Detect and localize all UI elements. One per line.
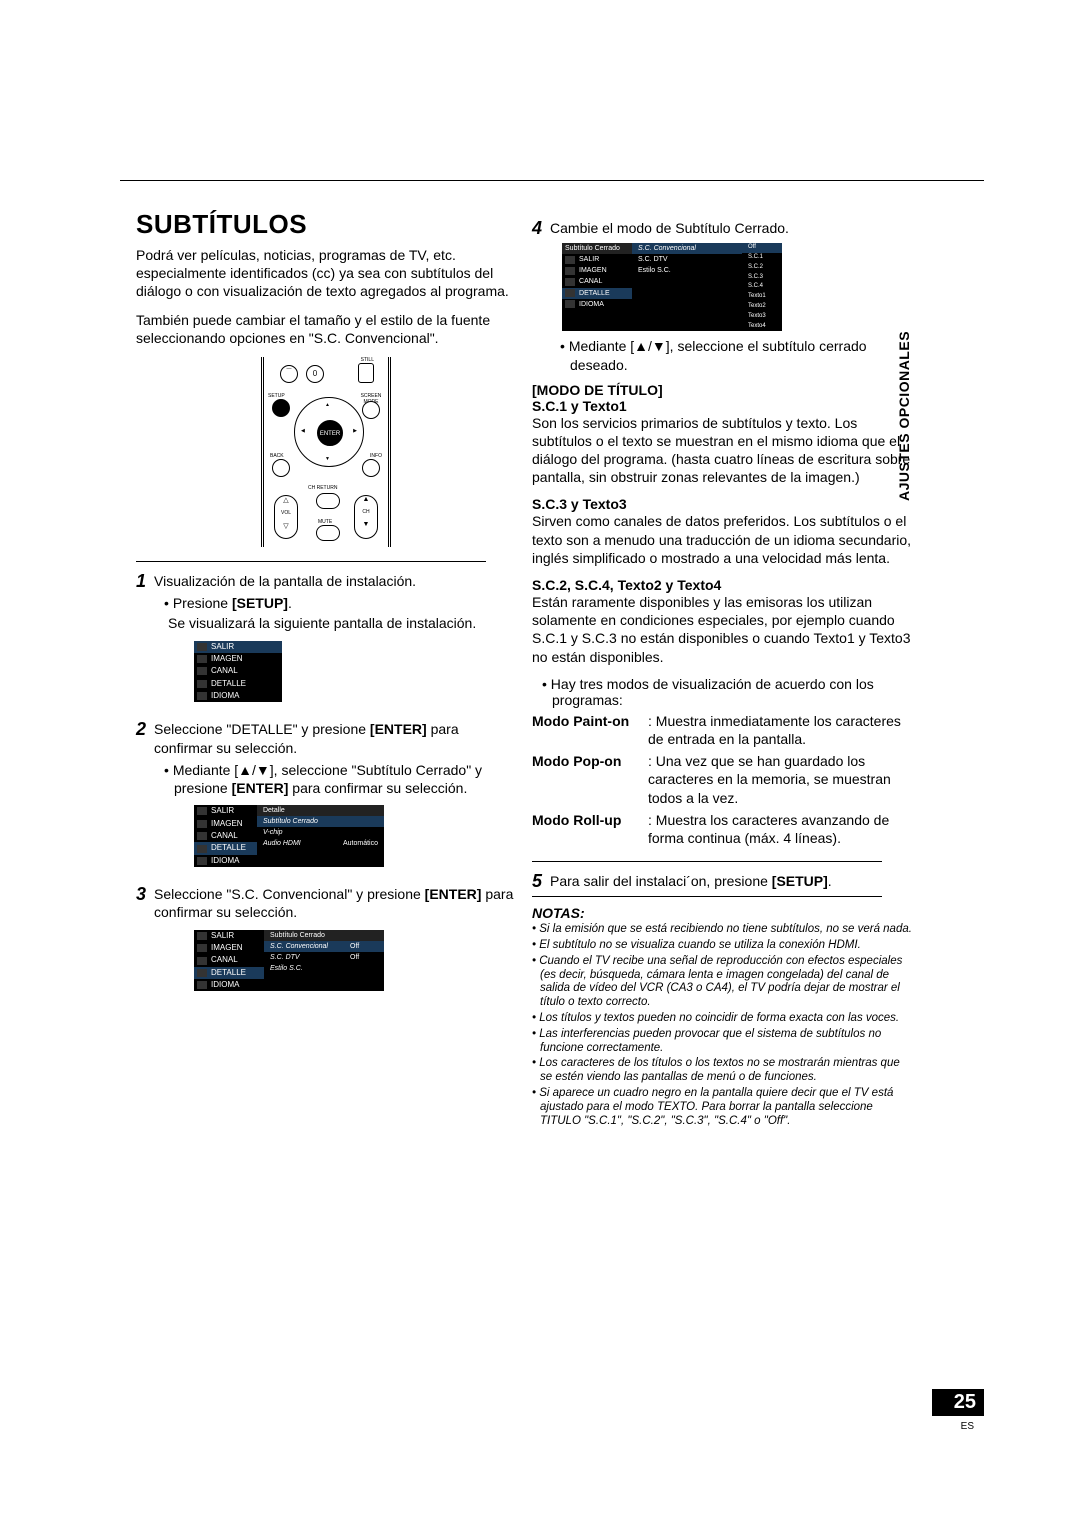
- remote-illustration: — 0 STILL SETUP SCREEN MODE ENTER ▲ ▼ ◀ …: [261, 357, 391, 547]
- remote-btn-screen: [362, 401, 380, 419]
- step2-bullet: Mediante [▲/▼], seleccione "Subtítulo Ce…: [164, 761, 516, 797]
- page-number: 25: [932, 1389, 984, 1416]
- remote-btn-mute: [316, 525, 340, 541]
- step1-sub: Se visualizará la siguiente pantalla de …: [168, 614, 516, 632]
- page-title: SUBTÍTULOS: [136, 209, 516, 240]
- remote-lbl-info: INFO: [370, 453, 382, 459]
- intro-1: Podrá ver películas, noticias, programas…: [136, 246, 516, 301]
- step-2: 2 Seleccione "DETALLE" y presione [ENTER…: [136, 720, 516, 875]
- nota-item: Los caracteres de los títulos o los text…: [532, 1057, 912, 1085]
- notas-heading: NOTAS:: [532, 905, 912, 921]
- remote-lbl-setup: SETUP: [268, 393, 285, 399]
- remote-nav-ring: ENTER ▲ ▼ ◀ ▶: [294, 397, 364, 467]
- right-column: 4 Cambie el modo de Subtítulo Cerrado. S…: [532, 209, 912, 1130]
- intro-2: También puede cambiar el tamaño y el est…: [136, 311, 516, 347]
- nota-item: Si la emisión que se está recibiendo no …: [532, 923, 912, 937]
- separator-r: [532, 861, 882, 862]
- remote-btn-still: [358, 363, 374, 383]
- remote-btn-zero: 0: [306, 365, 324, 383]
- separator: [136, 561, 486, 562]
- nota-item: Cuando el TV recibe una señal de reprodu…: [532, 955, 912, 1010]
- remote-lbl-ch: CH: [355, 509, 377, 515]
- remote-btn-minus: —: [280, 365, 298, 383]
- remote-btn-back: [272, 459, 290, 477]
- menu-setup: SALIR IMAGEN CANAL DETALLE IDIOMA: [194, 641, 282, 703]
- step-number: 1: [136, 572, 146, 711]
- step-number: 2: [136, 720, 146, 875]
- remote-lbl-still: STILL: [361, 357, 374, 363]
- nota-item: Los títulos y textos pueden no coincidir…: [532, 1012, 912, 1026]
- menu-detalle: SALIR IMAGEN CANAL DETALLE IDIOMA Detall…: [194, 805, 384, 867]
- notas-block: NOTAS: Si la emisión que se está recibie…: [532, 905, 912, 1128]
- lang-code: ES: [961, 1421, 974, 1432]
- nota-item: El subtítulo no se visualiza cuando se u…: [532, 939, 912, 953]
- remote-btn-setup: [272, 399, 290, 417]
- page-frame: SUBTÍTULOS Podrá ver películas, noticias…: [120, 180, 984, 1368]
- step-number: 3: [136, 885, 146, 999]
- remote-ch: ▲ CH ▼: [354, 495, 378, 539]
- section-tab: AJUSTES OPCIONALES: [896, 331, 912, 501]
- step-number: 4: [532, 219, 542, 374]
- remote-lbl-chreturn: CH RETURN: [308, 485, 337, 491]
- remote-btn-enter: ENTER: [317, 420, 343, 446]
- step4-bullet: Mediante [▲/▼], seleccione el subtítulo …: [560, 337, 912, 373]
- remote-lbl-vol: VOL: [275, 510, 297, 516]
- modo-titulo: [MODO DE TÍTULO] S.C.1 y Texto1 Son los …: [532, 382, 912, 847]
- step-3: 3 Seleccione "S.C. Convencional" y presi…: [136, 885, 516, 999]
- step-number: 5: [532, 872, 542, 890]
- menu-subcerrado: SALIR IMAGEN CANAL DETALLE IDIOMA Subtít…: [194, 930, 384, 992]
- nota-item: Las interferencias pueden provocar que e…: [532, 1028, 912, 1056]
- step1-bullet: Presione [SETUP].: [164, 594, 516, 612]
- step-5: 5 Para salir del instalaci´on, presione …: [532, 872, 912, 890]
- remote-btn-info: [362, 459, 380, 477]
- left-column: SUBTÍTULOS Podrá ver películas, noticias…: [136, 209, 516, 999]
- menu-opts: Subtítulo Cerrado SALIR IMAGEN CANAL DET…: [562, 243, 912, 331]
- step1-text: Visualización de la pantalla de instalac…: [154, 573, 416, 589]
- remote-btn-chreturn: [316, 493, 340, 509]
- step-4: 4 Cambie el modo de Subtítulo Cerrado. S…: [532, 219, 912, 374]
- nota-item: Si aparece un cuadro negro en la pantall…: [532, 1087, 912, 1128]
- separator-notas: [532, 896, 882, 897]
- step-1: 1 Visualización de la pantalla de instal…: [136, 572, 516, 711]
- remote-vol: △ VOL ▽: [274, 495, 298, 539]
